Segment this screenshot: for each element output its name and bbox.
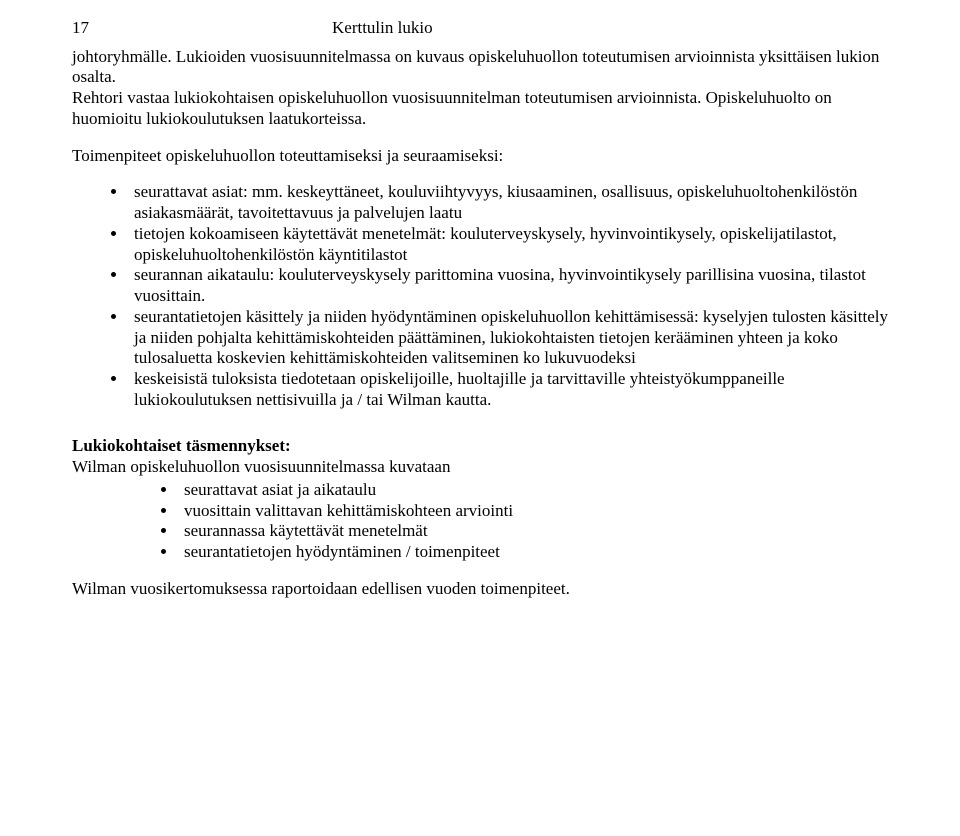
paragraph-intro-1: johtoryhmälle. Lukioiden vuosisuunnitelm… — [72, 47, 888, 88]
list-item: tietojen kokoamiseen käytettävät menetel… — [128, 224, 888, 265]
section-heading: Lukiokohtaiset täsmennykset: — [72, 436, 888, 457]
list-item: seurantatietojen hyödyntäminen / toimenp… — [178, 542, 888, 563]
list-item: keskeisistä tuloksista tiedotetaan opisk… — [128, 369, 888, 410]
paragraph-toimenpiteet: Toimenpiteet opiskeluhuollon toteuttamis… — [72, 146, 888, 167]
list-item: vuosittain valittavan kehittämiskohteen … — [178, 501, 888, 522]
page-header: 17 Kerttulin lukio — [72, 18, 888, 39]
list-item: seurannan aikataulu: kouluterveyskysely … — [128, 265, 888, 306]
list-item: seurantatietojen käsittely ja niiden hyö… — [128, 307, 888, 369]
page-title: Kerttulin lukio — [332, 18, 433, 39]
section-sub-list: seurattavat asiat ja aikataulu vuosittai… — [72, 480, 888, 563]
toimenpiteet-list: seurattavat asiat: mm. keskeyttäneet, ko… — [72, 182, 888, 410]
list-item: seurattavat asiat ja aikataulu — [178, 480, 888, 501]
list-item: seurattavat asiat: mm. keskeyttäneet, ko… — [128, 182, 888, 223]
page-number: 17 — [72, 18, 332, 39]
paragraph-intro-2: Rehtori vastaa lukiokohtaisen opiskeluhu… — [72, 88, 888, 129]
paragraph-wilman-vuosikertomus: Wilman vuosikertomuksessa raportoidaan e… — [72, 579, 888, 600]
section-subpara: Wilman opiskeluhuollon vuosisuunnitelmas… — [72, 457, 888, 478]
list-item: seurannassa käytettävät menetelmät — [178, 521, 888, 542]
section-lukiokohtaiset: Lukiokohtaiset täsmennykset: Wilman opis… — [72, 436, 888, 562]
document-page: 17 Kerttulin lukio johtoryhmälle. Lukioi… — [0, 0, 960, 600]
